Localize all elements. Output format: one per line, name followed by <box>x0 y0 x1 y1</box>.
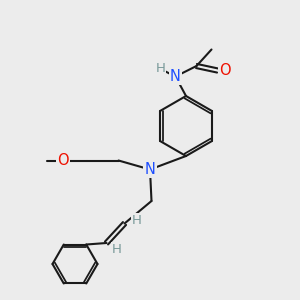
Text: N: N <box>170 69 181 84</box>
Text: H: H <box>112 243 122 256</box>
Text: N: N <box>145 162 155 177</box>
Text: O: O <box>219 63 231 78</box>
Text: H: H <box>132 214 142 227</box>
Text: O: O <box>57 153 69 168</box>
Text: O: O <box>57 153 69 168</box>
Text: H: H <box>156 62 165 76</box>
